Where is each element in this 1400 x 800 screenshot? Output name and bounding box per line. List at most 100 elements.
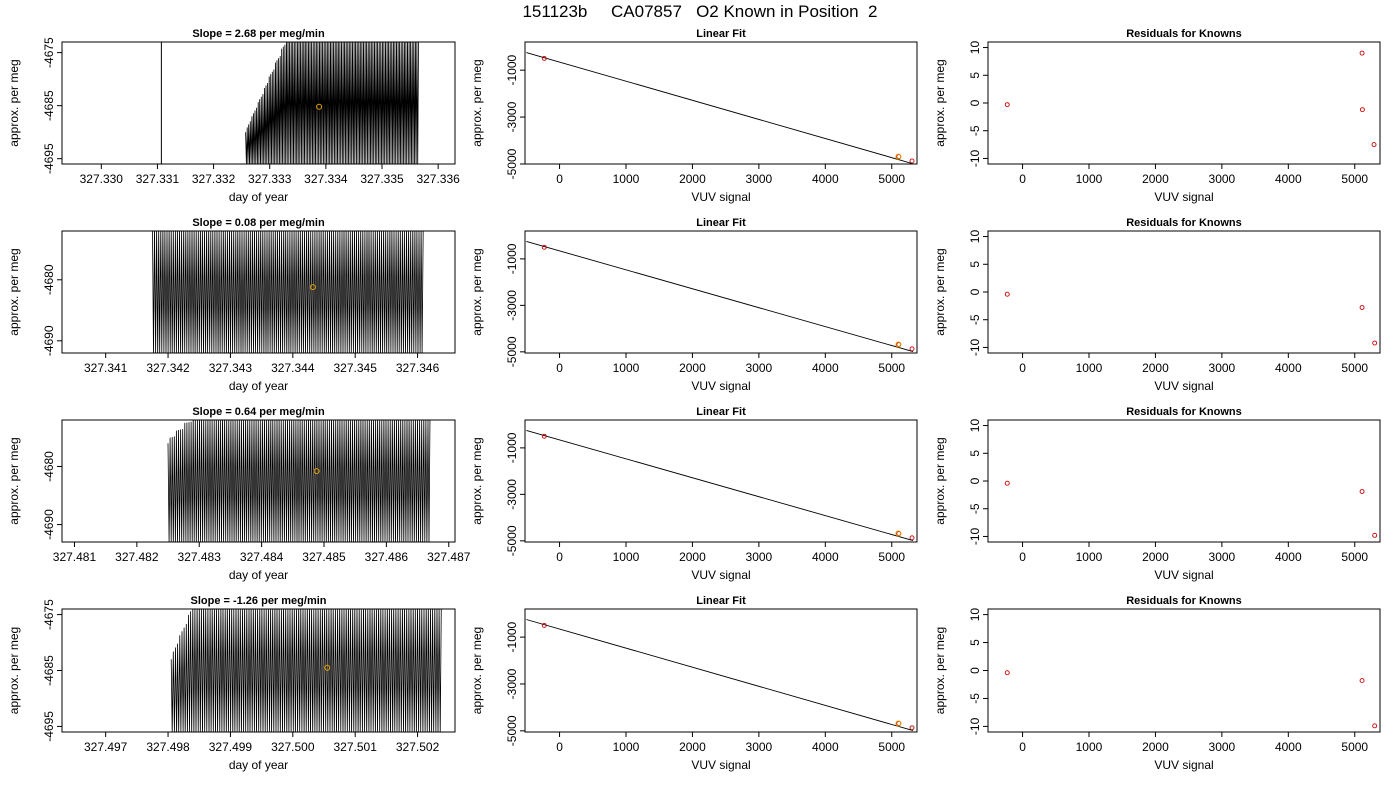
x-tick-label: 4000 xyxy=(812,172,839,186)
y-tick-label: -4685 xyxy=(42,655,56,686)
fit-line xyxy=(526,240,914,353)
y-tick-label: -5000 xyxy=(505,715,519,746)
residual-point xyxy=(1359,107,1365,113)
x-tick-label: 5000 xyxy=(878,361,905,375)
x-tick-label: 3000 xyxy=(746,172,773,186)
x-tick-label: 0 xyxy=(556,172,563,186)
y-tick-label: -3000 xyxy=(505,290,519,321)
sample-marker xyxy=(895,720,902,727)
plot-area xyxy=(526,52,915,164)
data-point xyxy=(541,433,547,439)
x-tick-label: 5000 xyxy=(1341,361,1368,375)
y-tick-label: 0 xyxy=(968,288,982,295)
x-tick-label: 327.332 xyxy=(192,172,236,186)
y-tick-label: -4685 xyxy=(42,90,56,121)
panel-2-fit: Linear Fit 0 1000 2000 3000 4000 5000 -5000 -300… xyxy=(470,217,918,393)
panel-title: Slope = 0.64 per meg/min xyxy=(192,406,325,418)
x-axis-label: VUV signal xyxy=(1154,190,1213,204)
x-tick-label: 1000 xyxy=(1076,740,1103,754)
x-tick-label: 3000 xyxy=(746,550,773,564)
x-tick-label: 327.331 xyxy=(136,172,180,186)
x-tick-label: 4000 xyxy=(1275,172,1302,186)
x-tick-label: 5000 xyxy=(1341,172,1368,186)
x-tick-label: 2000 xyxy=(1142,740,1169,754)
panel-title: Residuals for Knowns xyxy=(1126,28,1242,40)
x-tick-label: 327.341 xyxy=(84,361,128,375)
plot-frame xyxy=(524,608,918,733)
panel-title: Residuals for Knowns xyxy=(1126,595,1242,607)
x-tick-label: 2000 xyxy=(1142,550,1169,564)
x-tick-label: 5000 xyxy=(878,740,905,754)
y-tick-label: -1000 xyxy=(505,243,519,274)
residual-point xyxy=(1371,142,1377,148)
y-tick-label: -1000 xyxy=(505,54,519,85)
x-tick-label: 327.483 xyxy=(178,550,222,564)
x-tick-label: 3000 xyxy=(746,361,773,375)
y-axis-label: approx. per meg xyxy=(933,437,947,524)
x-tick-label: 327.487 xyxy=(427,550,471,564)
data-point xyxy=(541,244,547,250)
panel-title: Linear Fit xyxy=(696,406,746,418)
y-axis-label: approx. per meg xyxy=(933,248,947,335)
y-axis-label: approx. per meg xyxy=(470,627,484,714)
residual-point xyxy=(1359,50,1365,56)
fit-line xyxy=(526,619,914,732)
data-point xyxy=(541,622,547,628)
x-axis-label: day of year xyxy=(229,568,288,582)
plot-frame xyxy=(524,41,918,165)
panel-3-resid: Residuals for Knowns 0 1000 2000 3000 4000 500… xyxy=(933,406,1381,582)
y-tick-label: -5000 xyxy=(505,148,519,179)
x-tick-label: 2000 xyxy=(679,172,706,186)
x-tick-label: 5000 xyxy=(878,172,905,186)
plot-frame xyxy=(61,230,456,354)
x-tick-label: 3000 xyxy=(1209,172,1236,186)
y-tick-label: -5000 xyxy=(505,525,519,556)
x-tick-label: 0 xyxy=(1019,361,1026,375)
y-tick-label: -10 xyxy=(968,527,982,545)
plot-frame xyxy=(987,419,1381,543)
x-tick-label: 327.501 xyxy=(333,740,377,754)
plot-area xyxy=(160,42,419,164)
x-tick-label: 3000 xyxy=(1209,361,1236,375)
x-tick-label: 2000 xyxy=(1142,172,1169,186)
y-tick-label: -3000 xyxy=(505,101,519,132)
x-tick-label: 327.336 xyxy=(416,172,460,186)
y-tick-label: 10 xyxy=(968,608,982,622)
plot-frame xyxy=(987,41,1381,165)
y-tick-label: 0 xyxy=(968,99,982,106)
x-tick-label: 327.485 xyxy=(302,550,346,564)
x-tick-label: 327.486 xyxy=(365,550,409,564)
x-tick-label: 327.499 xyxy=(209,740,253,754)
x-tick-label: 0 xyxy=(556,550,563,564)
x-tick-label: 2000 xyxy=(1142,361,1169,375)
x-tick-label: 3000 xyxy=(746,740,773,754)
plot-frame xyxy=(987,230,1381,354)
x-tick-label: 327.484 xyxy=(240,550,284,564)
x-tick-label: 2000 xyxy=(679,740,706,754)
y-tick-label: -3000 xyxy=(505,479,519,510)
panel-3-trace: Slope = 0.64 per meg/min 327.481 327.482 32… xyxy=(7,406,471,582)
x-axis-label: day of year xyxy=(229,758,288,772)
plot-area xyxy=(1004,480,1378,538)
panel-2-resid: Residuals for Knowns 0 1000 2000 3000 4000 500… xyxy=(933,217,1381,393)
y-tick-label: -4690 xyxy=(42,325,56,356)
x-tick-label: 327.343 xyxy=(209,361,253,375)
x-tick-label: 327.346 xyxy=(396,361,440,375)
x-tick-label: 2000 xyxy=(679,361,706,375)
y-tick-label: 0 xyxy=(968,667,982,674)
x-tick-label: 5000 xyxy=(878,550,905,564)
plot-area xyxy=(170,609,442,732)
plot-area xyxy=(152,231,424,353)
y-tick-label: -10 xyxy=(968,338,982,356)
panel-1-trace: Slope = 2.68 per meg/min 327.330 327.331 32… xyxy=(7,28,460,204)
x-axis-label: day of year xyxy=(229,379,288,393)
plot-area xyxy=(1004,291,1378,346)
x-tick-label: 327.481 xyxy=(53,550,97,564)
x-axis-label: VUV signal xyxy=(691,758,750,772)
panel-title: Linear Fit xyxy=(696,595,746,607)
residual-point xyxy=(1372,532,1378,538)
y-axis-label: approx. per meg xyxy=(933,627,947,714)
plot-area xyxy=(526,429,915,542)
residual-point xyxy=(1004,480,1010,486)
